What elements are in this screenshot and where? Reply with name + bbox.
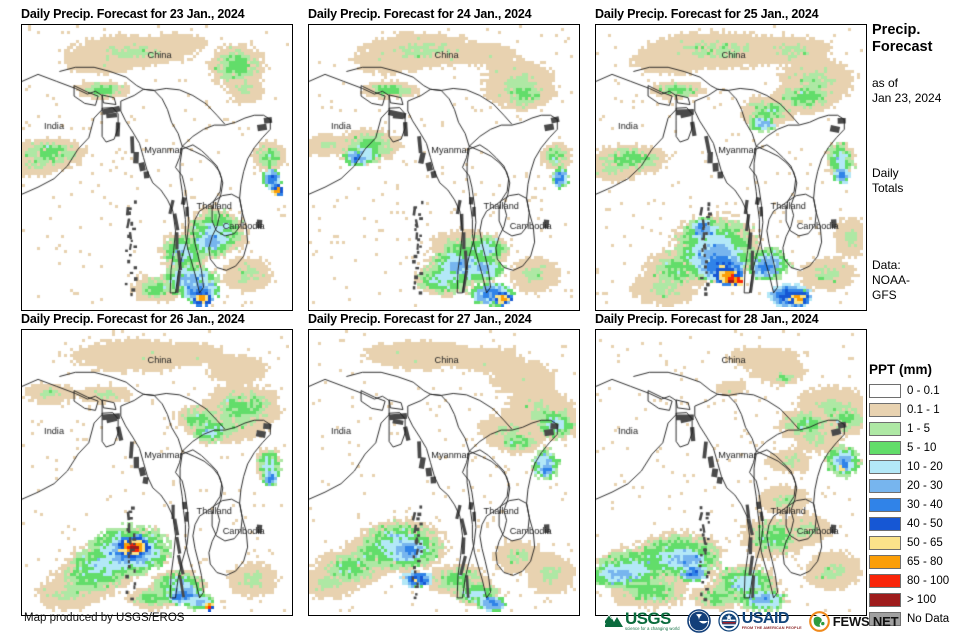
legend-swatch [869, 516, 901, 531]
map-credit: Map produced by USGS/EROS [24, 612, 185, 624]
precip-legend: PPT (mm) 0 - 0.1 0.1 - 1 1 - 5 5 - 10 10 - 2… [869, 362, 967, 628]
panel-title-28: Daily Precip. Forecast for 28 Jan., 2024 [595, 312, 819, 326]
precip-map-24[interactable] [309, 25, 576, 307]
legend-swatch [869, 383, 901, 398]
precip-map-27[interactable] [309, 330, 576, 612]
fews-logo[interactable]: FEWS NET [808, 608, 899, 634]
noaa-seal-icon [686, 609, 711, 633]
map-frame-24[interactable] [308, 24, 580, 311]
legend-label: 65 - 80 [907, 555, 943, 568]
legend-swatch [869, 573, 901, 588]
legend-title: PPT (mm) [869, 362, 933, 377]
map-frame-25[interactable] [595, 24, 867, 311]
legend-label: 0 - 0.1 [907, 384, 940, 397]
legend-swatch [869, 421, 901, 436]
legend-row: 0.1 - 1 [869, 400, 967, 419]
fews-wordmark: FEWS NET [832, 613, 899, 629]
legend-swatch [869, 459, 901, 474]
legend-label: 30 - 40 [907, 498, 943, 511]
totals-line1: Daily [872, 166, 899, 180]
usgs-mark-icon [605, 614, 623, 627]
legend-label: 1 - 5 [907, 422, 931, 435]
usgs-logo[interactable]: USGS science for a changing world [604, 608, 680, 634]
forecast-panel-27: Daily Precip. Forecast for 27 Jan., 2024 [308, 311, 580, 616]
legend-label: > 100 [907, 593, 937, 606]
agency-logos: USGS science for a changing world [604, 608, 899, 634]
legend-swatch [869, 592, 901, 607]
usaid-wordmark: USAID [741, 609, 790, 627]
legend-swatch [869, 440, 901, 455]
legend-label: 20 - 30 [907, 479, 943, 492]
map-frame-27[interactable] [308, 329, 580, 616]
legend-label: 10 - 20 [907, 460, 943, 473]
legend-swatch [869, 478, 901, 493]
legend-swatch [869, 535, 901, 550]
legend-row: 50 - 65 [869, 533, 967, 552]
sidebar: Precip. Forecast as of Jan 23, 2024 Dail… [872, 22, 967, 303]
totals-line2: Totals [872, 181, 904, 195]
legend-row: No Data [869, 609, 967, 628]
map-frame-26[interactable] [21, 329, 293, 616]
legend-rows: 0 - 0.1 0.1 - 1 1 - 5 5 - 10 10 - 20 20 - 30 3… [869, 381, 967, 628]
asof-line1: as of [872, 76, 899, 90]
legend-label: 40 - 50 [907, 517, 943, 530]
legend-row: 10 - 20 [869, 457, 967, 476]
sidebar-title-line2: Forecast [872, 39, 933, 55]
forecast-panel-24: Daily Precip. Forecast for 24 Jan., 2024 [308, 6, 580, 311]
legend-label: No Data [907, 612, 950, 625]
usgs-tagline: science for a changing world [625, 626, 680, 631]
map-frame-28[interactable] [595, 329, 867, 616]
precip-map-26[interactable] [22, 330, 289, 612]
sidebar-title-line1: Precip. [872, 22, 921, 38]
legend-swatch [869, 402, 901, 417]
legend-row: 40 - 50 [869, 514, 967, 533]
usaid-tagline: FROM THE AMERICAN PEOPLE [741, 625, 802, 630]
legend-swatch [869, 497, 901, 512]
data-source-line2: NOAA- [872, 273, 911, 287]
map-frame-23[interactable] [21, 24, 293, 311]
legend-label: 5 - 10 [907, 441, 937, 454]
panel-title-26: Daily Precip. Forecast for 26 Jan., 2024 [21, 312, 245, 326]
legend-row: 30 - 40 [869, 495, 967, 514]
fews-globe-icon [808, 610, 830, 632]
forecast-panel-25: Daily Precip. Forecast for 25 Jan., 2024 [595, 6, 867, 311]
panel-title-24: Daily Precip. Forecast for 24 Jan., 2024 [308, 7, 532, 21]
usaid-seal-icon [718, 610, 740, 632]
panel-title-27: Daily Precip. Forecast for 27 Jan., 2024 [308, 312, 532, 326]
legend-label: 50 - 65 [907, 536, 943, 549]
usgs-wordmark: USGS [625, 609, 671, 628]
forecast-panel-23: Daily Precip. Forecast for 23 Jan., 2024 [21, 6, 293, 311]
panel-title-25: Daily Precip. Forecast for 25 Jan., 2024 [595, 7, 819, 21]
legend-swatch [869, 611, 901, 626]
data-source-line1: Data: [872, 258, 901, 272]
legend-row: 1 - 5 [869, 419, 967, 438]
legend-row: 65 - 80 [869, 552, 967, 571]
precip-map-23[interactable] [22, 25, 289, 307]
noaa-logo[interactable] [686, 608, 711, 634]
forecast-panel-28: Daily Precip. Forecast for 28 Jan., 2024 [595, 311, 867, 616]
precip-map-28[interactable] [596, 330, 863, 612]
panel-title-23: Daily Precip. Forecast for 23 Jan., 2024 [21, 7, 245, 21]
legend-label: 80 - 100 [907, 574, 950, 587]
legend-label: 0.1 - 1 [907, 403, 940, 416]
legend-row: 5 - 10 [869, 438, 967, 457]
legend-swatch [869, 554, 901, 569]
forecast-panel-26: Daily Precip. Forecast for 26 Jan., 2024 [21, 311, 293, 616]
legend-row: > 100 [869, 590, 967, 609]
legend-row: 80 - 100 [869, 571, 967, 590]
legend-row: 0 - 0.1 [869, 381, 967, 400]
data-source-line3: GFS [872, 288, 897, 302]
asof-line2: Jan 23, 2024 [872, 91, 942, 105]
precip-map-25[interactable] [596, 25, 863, 307]
usaid-logo[interactable]: USAID FROM THE AMERICAN PEOPLE [718, 608, 802, 634]
legend-row: 20 - 30 [869, 476, 967, 495]
